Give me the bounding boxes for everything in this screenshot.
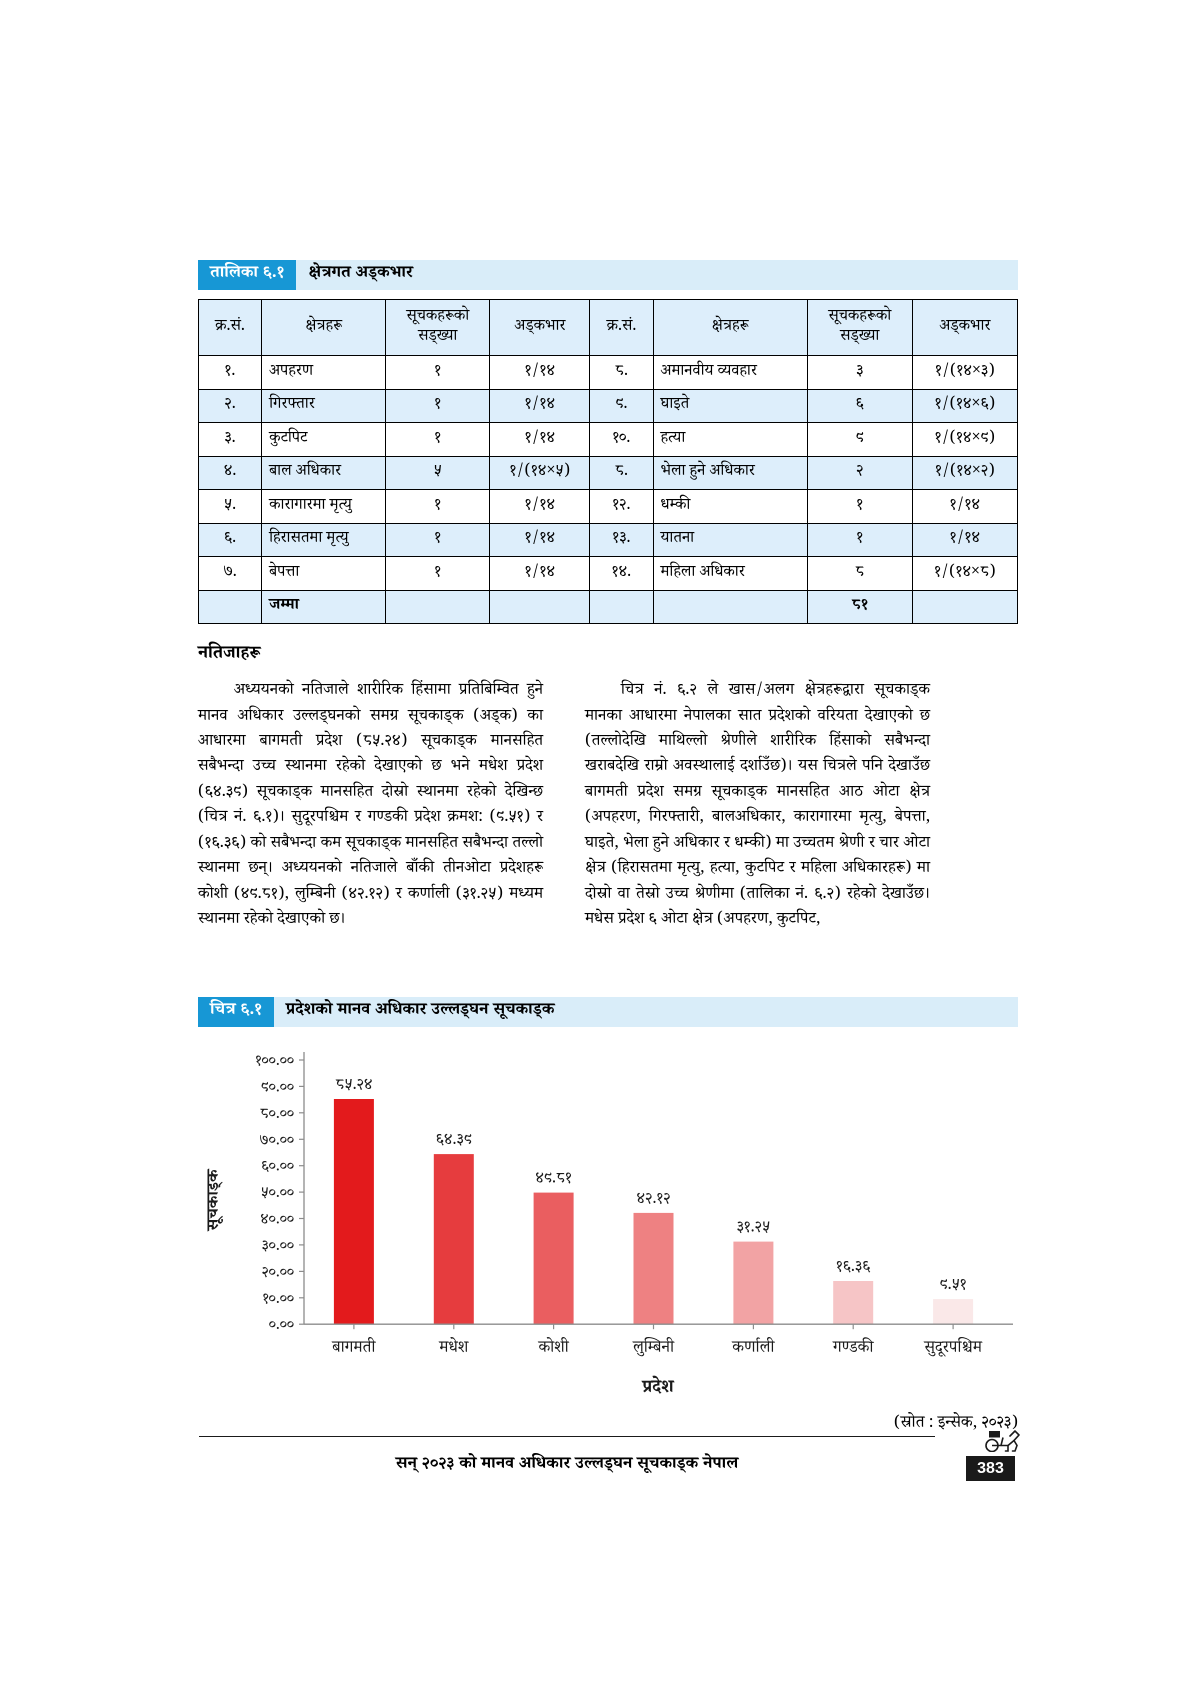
svg-text:७०.००: ७०.०० [259, 1131, 294, 1155]
svg-text:सूचकाड्क: सूचकाड्क [202, 1168, 229, 1233]
svg-text:९.५१: ९.५१ [940, 1274, 967, 1299]
svg-text:प्रदेश: प्रदेश [640, 1376, 675, 1399]
svg-text:८०.००: ८०.०० [260, 1104, 294, 1128]
svg-text:लुम्बिनी: लुम्बिनी [632, 1339, 675, 1364]
svg-text:३१.२५: ३१.२५ [737, 1217, 771, 1242]
svg-text:०.००: ०.०० [269, 1316, 294, 1340]
svg-text:५०.००: ५०.०० [261, 1183, 294, 1207]
svg-text:६०.००: ६०.०० [261, 1157, 294, 1181]
svg-text:मधेश: मधेश [438, 1338, 470, 1364]
svg-text:१०.००: १०.०० [262, 1289, 294, 1313]
svg-text:कर्णाली: कर्णाली [731, 1338, 775, 1364]
svg-text:४०.००: ४०.०० [260, 1210, 294, 1234]
svg-text:३०.००: ३०.०० [262, 1236, 294, 1260]
svg-text:४९.८१: ४९.८१ [535, 1168, 572, 1193]
svg-text:१६.३६: १६.३६ [836, 1256, 870, 1281]
svg-text:६४.३९: ६४.३९ [436, 1129, 472, 1154]
svg-text:८५.२४: ८५.२४ [335, 1074, 372, 1099]
svg-text:सुदूरपश्चिम: सुदूरपश्चिम [923, 1339, 982, 1364]
svg-text:२०.००: २०.०० [262, 1263, 294, 1287]
svg-text:९०.००: ९०.०० [261, 1078, 294, 1102]
svg-text:गण्डकी: गण्डकी [832, 1338, 874, 1364]
svg-text:कोशी: कोशी [537, 1339, 569, 1364]
svg-text:४२.१२: ४२.१२ [636, 1188, 670, 1213]
svg-text:बागमती: बागमती [331, 1339, 376, 1364]
svg-text:१००.००: १००.०० [255, 1051, 294, 1075]
